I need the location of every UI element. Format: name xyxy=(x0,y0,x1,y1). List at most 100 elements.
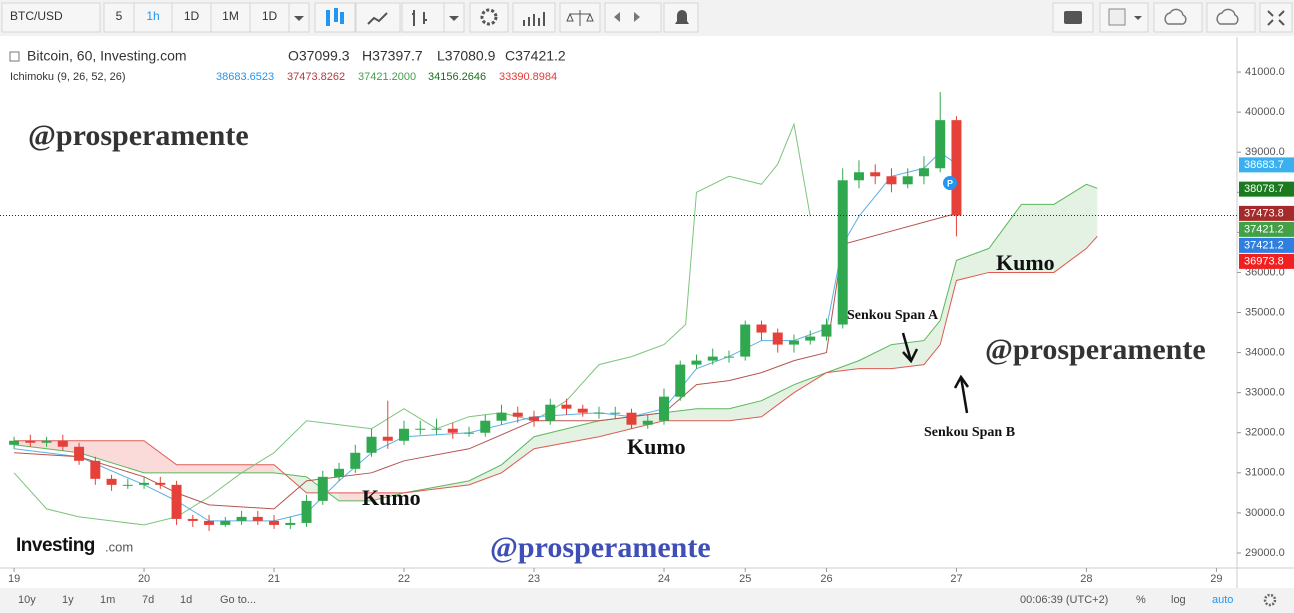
y-tick-label: 39000.0 xyxy=(1245,146,1285,158)
symbol-box[interactable] xyxy=(1,2,101,33)
price-tag-label: 36973.8 xyxy=(1244,255,1284,267)
range-button[interactable]: 1m xyxy=(100,594,115,606)
price-tag-label: 38078.7 xyxy=(1244,183,1284,195)
candle-body xyxy=(740,324,751,357)
candle-body xyxy=(350,452,361,469)
y-tick-label: 36000.0 xyxy=(1245,266,1285,278)
range-button[interactable]: 10y xyxy=(18,594,36,606)
fullscreen-button[interactable] xyxy=(1259,2,1293,33)
candle-body xyxy=(25,440,36,443)
candle-body xyxy=(837,180,848,325)
candle-body xyxy=(9,440,20,445)
cloud-segment xyxy=(761,384,794,417)
candle-body xyxy=(366,436,377,453)
ohlc-value: H37397.7 xyxy=(362,48,423,64)
candle-body xyxy=(90,460,101,479)
candle-body xyxy=(805,336,816,341)
candle-body xyxy=(886,176,897,185)
position-marker[interactable] xyxy=(943,176,957,190)
candle-body xyxy=(756,324,767,333)
cloud-segment xyxy=(891,340,924,369)
price-tag xyxy=(1239,221,1294,237)
ohlc-value: O37099.3 xyxy=(288,48,350,64)
position-marker-label: P xyxy=(947,178,953,188)
candle-body xyxy=(512,412,523,417)
y-tick-label: 32000.0 xyxy=(1245,427,1285,439)
undo-redo[interactable] xyxy=(604,2,662,33)
bottom-bar xyxy=(0,588,1294,613)
settings-icon[interactable] xyxy=(1263,593,1277,607)
candle-body xyxy=(464,432,475,434)
price-tag xyxy=(1239,181,1294,197)
y-tick-label: 30000.0 xyxy=(1245,507,1285,519)
y-tick-label: 31000.0 xyxy=(1245,467,1285,479)
candle-body xyxy=(626,412,637,425)
watermark: @prosperamente xyxy=(985,333,1206,366)
candle-body xyxy=(415,428,426,430)
indicator-value: 33390.8984 xyxy=(499,71,557,83)
candle-body xyxy=(106,478,117,485)
y-tick-label: 29000.0 xyxy=(1245,547,1285,559)
logo: Investing xyxy=(16,535,95,556)
alert-icon xyxy=(675,10,689,24)
range-button[interactable]: 1y xyxy=(62,594,74,606)
candle-body xyxy=(139,482,150,485)
scale-option[interactable]: auto xyxy=(1212,594,1233,606)
bars-icon xyxy=(412,10,427,26)
dropdown-arrow xyxy=(294,16,304,21)
scale-option[interactable]: log xyxy=(1171,594,1186,606)
price-tag-label: 38683.7 xyxy=(1244,159,1284,171)
candle-body xyxy=(317,476,328,501)
candle-body xyxy=(447,428,458,433)
interval-button[interactable] xyxy=(249,2,290,33)
candle-body xyxy=(788,340,799,345)
range-button[interactable]: 7d xyxy=(142,594,154,606)
range-button[interactable]: 1d xyxy=(180,594,192,606)
compare-icon xyxy=(566,10,594,26)
indicator-value: 37473.8262 xyxy=(287,71,345,83)
candle-body xyxy=(187,518,198,521)
x-tick-label: 24 xyxy=(658,573,670,585)
arrow-a xyxy=(901,332,919,364)
interval-button[interactable] xyxy=(171,2,212,33)
candle-body xyxy=(382,436,393,441)
candle-body xyxy=(285,522,296,525)
interval-button[interactable] xyxy=(210,2,251,33)
price-tag-label: 37473.8 xyxy=(1244,207,1284,219)
candle-body xyxy=(252,516,263,521)
candle-body xyxy=(480,420,491,433)
candle-body xyxy=(691,360,702,365)
cloud-segment xyxy=(534,420,600,449)
cloud-segment xyxy=(1053,184,1087,273)
x-tick-label: 20 xyxy=(138,573,150,585)
candle-body xyxy=(545,404,556,421)
save-button[interactable] xyxy=(1206,2,1256,33)
interval-label: 1D xyxy=(184,9,200,23)
range-button[interactable]: Go to... xyxy=(220,594,256,606)
candle-body xyxy=(918,168,929,177)
load-button[interactable] xyxy=(1153,2,1203,33)
series-title: Bitcoin, 60, Investing.com xyxy=(27,48,187,64)
indicator-values: 38683.6523 37473.8262 37421.2000 34156.2646… xyxy=(216,71,557,83)
kumo-label: Kumo xyxy=(996,250,1055,275)
symbol: BTC/USD xyxy=(10,9,63,23)
interval-button[interactable] xyxy=(103,2,135,33)
settings-button[interactable] xyxy=(469,2,509,33)
candle-body xyxy=(658,396,669,421)
candle-body xyxy=(675,364,686,397)
candle-body xyxy=(870,172,881,177)
candle-body xyxy=(821,324,832,337)
price-tag-label: 37421.2 xyxy=(1244,239,1284,251)
indicator-name: Ichimoku (9, 26, 52, 26) xyxy=(10,71,126,83)
candle-body xyxy=(431,428,442,430)
interval-button[interactable] xyxy=(133,2,173,33)
scale-option[interactable]: % xyxy=(1136,594,1146,606)
layout-icon xyxy=(1108,8,1126,26)
ichimoku-line xyxy=(14,212,957,510)
area-button[interactable] xyxy=(355,2,401,33)
senkou-span-a xyxy=(14,183,1098,502)
watermark: @prosperamente xyxy=(28,119,249,152)
candle-body xyxy=(236,516,247,521)
price-tag xyxy=(1239,205,1294,221)
